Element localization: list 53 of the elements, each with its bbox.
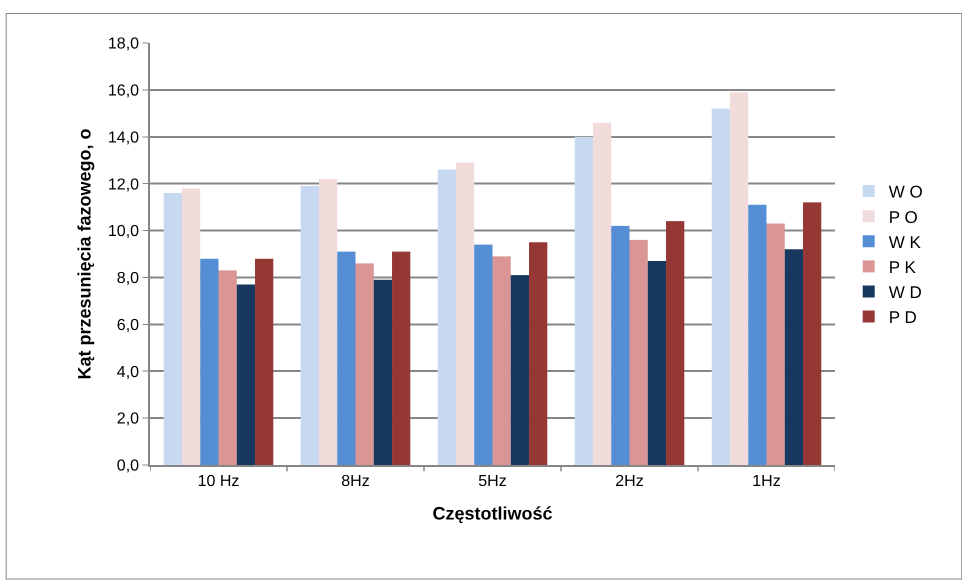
legend-label: W D [888, 283, 922, 302]
bar [164, 193, 182, 465]
bar [456, 162, 474, 465]
bar [630, 240, 648, 465]
x-tick-label: 8Hz [341, 472, 370, 490]
y-tick-label: 8,0 [116, 270, 140, 288]
bar [666, 221, 684, 465]
x-tick-label: 5Hz [478, 472, 507, 490]
legend-label: W K [888, 232, 922, 252]
y-tick-label: 14,0 [108, 129, 140, 146]
bar [337, 252, 356, 465]
bar [300, 186, 319, 465]
y-tick-label: 16,0 [108, 82, 140, 100]
bar [730, 92, 748, 465]
legend-label: P K [888, 258, 916, 277]
y-tick-label: 10,0 [108, 223, 140, 240]
bar [766, 224, 785, 465]
bar [356, 263, 374, 465]
bar [510, 275, 530, 465]
y-tick-label: 4,0 [116, 364, 140, 381]
y-axis-title: Kąt przesunięcia fazowego, o [74, 128, 95, 380]
bar [574, 136, 593, 465]
x-tick-label: 2Hz [615, 472, 644, 490]
y-tick-label: 6,0 [116, 316, 140, 334]
x-axis-title: Częstotliwość [432, 504, 553, 524]
y-tick-label: 12,0 [108, 176, 140, 194]
x-tick-label: 1Hz [752, 472, 781, 490]
bar [318, 178, 338, 465]
legend-label: P D [888, 308, 917, 328]
bar [374, 280, 392, 465]
bar [255, 258, 274, 465]
bar [803, 202, 822, 465]
bar [748, 204, 766, 465]
bar [492, 256, 511, 465]
legend-label: P O [888, 208, 918, 227]
bar [182, 188, 200, 465]
bar [218, 270, 237, 465]
bar [592, 122, 612, 465]
x-tick-label: 10 Hz [198, 472, 240, 490]
y-tick-label: 18,0 [108, 36, 140, 53]
y-tick-label: 0,0 [116, 458, 140, 475]
bar [236, 284, 256, 465]
bar [392, 252, 410, 465]
bar [784, 249, 804, 465]
bar [438, 170, 456, 465]
bar [648, 261, 666, 465]
bar [474, 244, 492, 465]
bar [611, 226, 630, 465]
y-tick-label: 2,0 [116, 410, 140, 428]
bar [529, 242, 548, 465]
bar [712, 108, 730, 465]
bar [200, 258, 218, 465]
legend-label: W O [888, 182, 923, 202]
